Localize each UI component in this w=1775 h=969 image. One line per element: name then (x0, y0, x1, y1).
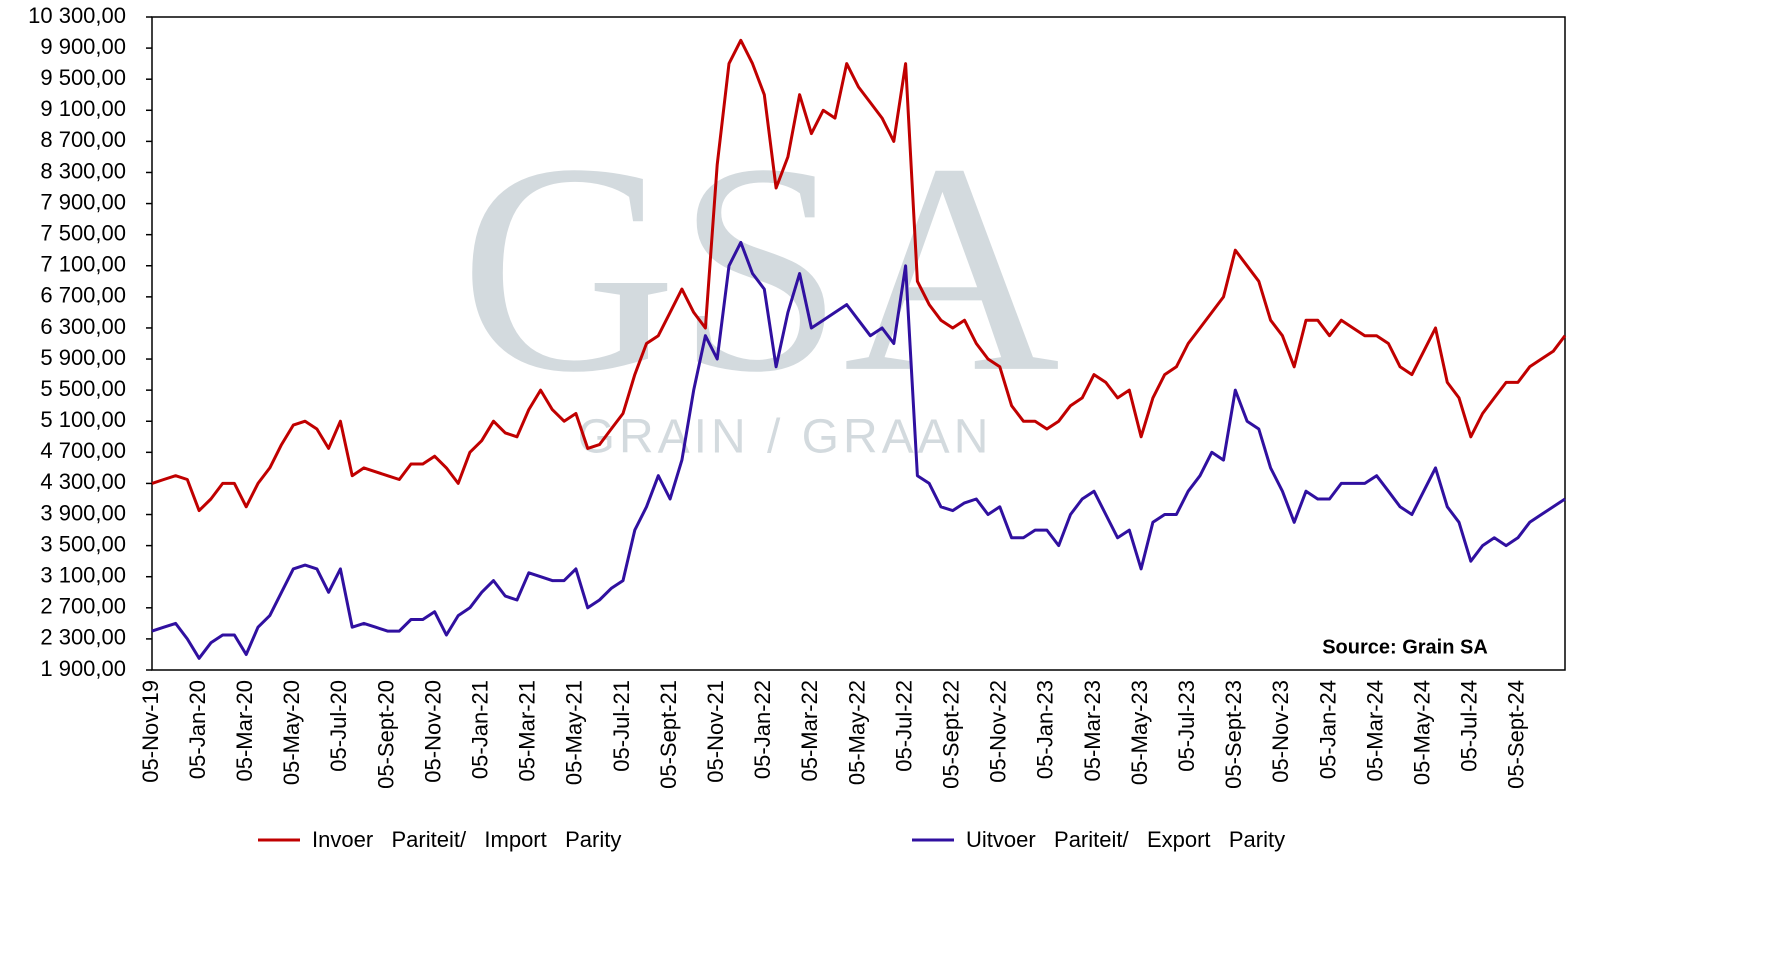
x-tick-label: 05-Sept-21 (656, 680, 681, 789)
y-tick-label: 8 700,00 (40, 127, 126, 152)
y-tick-label: 5 100,00 (40, 407, 126, 432)
x-tick-label: 05-Jan-21 (468, 680, 493, 779)
x-tick-label: 05-Jul-21 (609, 680, 634, 772)
y-tick-label: 4 300,00 (40, 469, 126, 494)
x-tick-label: 05-Sept-20 (373, 680, 398, 789)
x-tick-label: 05-Sept-24 (1504, 680, 1529, 789)
legend-label: Uitvoer Pariteit/ Export Parity (966, 827, 1285, 852)
x-tick-label: 05-Mar-20 (232, 680, 257, 781)
x-tick-label: 05-Jul-23 (1174, 680, 1199, 772)
y-tick-label: 4 700,00 (40, 438, 126, 463)
x-tick-label: 05-Jan-23 (1033, 680, 1058, 779)
y-tick-label: 2 700,00 (40, 594, 126, 619)
x-tick-label: 05-Nov-19 (138, 680, 163, 783)
x-tick-label: 05-May-23 (1127, 680, 1152, 785)
y-tick-label: 5 500,00 (40, 376, 126, 401)
x-tick-label: 05-Jan-24 (1315, 680, 1340, 779)
series-line (151, 240, 1566, 660)
x-tick-label: 05-Sept-22 (939, 680, 964, 789)
y-tick-label: 7 100,00 (40, 252, 126, 277)
watermark: GSA GRAIN / GRAAN (460, 102, 1060, 464)
y-tick-label: 6 700,00 (40, 283, 126, 308)
y-tick-label: 3 900,00 (40, 500, 126, 525)
x-tick-label: 05-Nov-22 (986, 680, 1011, 783)
y-tick-label: 6 300,00 (40, 314, 126, 339)
y-tick-label: 3 100,00 (40, 563, 126, 588)
x-tick-label: 05-May-22 (844, 680, 869, 785)
x-tick-label: 05-May-21 (562, 680, 587, 785)
x-tick-label: 05-May-24 (1410, 680, 1435, 785)
watermark-text: GRAIN / GRAAN (578, 411, 993, 464)
x-tick-label: 05-Jan-20 (185, 680, 210, 779)
y-tick-label: 10 300,00 (28, 3, 126, 28)
y-tick-label: 3 500,00 (40, 531, 126, 556)
series-line (151, 38, 1567, 513)
legend-label: Invoer Pariteit/ Import Parity (312, 827, 621, 852)
x-tick-label: 05-Mar-24 (1362, 680, 1387, 781)
y-tick-label: 5 900,00 (40, 345, 126, 370)
x-tick-label: 05-Jul-22 (891, 680, 916, 772)
y-tick-label: 9 900,00 (40, 34, 126, 59)
x-tick-label: 05-Jan-22 (750, 680, 775, 779)
x-tick-label: 05-Sept-23 (1221, 680, 1246, 789)
y-tick-label: 8 300,00 (40, 158, 126, 183)
plot-frame (151, 16, 1566, 671)
y-tick-label: 7 900,00 (40, 189, 126, 214)
x-tick-label: 05-Nov-20 (420, 680, 445, 783)
x-tick-label: 05-Mar-23 (1080, 680, 1105, 781)
x-tick-label: 05-Jul-20 (326, 680, 351, 772)
x-tick-label: 05-Mar-22 (797, 680, 822, 781)
y-tick-label: 9 500,00 (40, 65, 126, 90)
y-tick-label: 2 300,00 (40, 625, 126, 650)
x-tick-label: 05-Nov-21 (703, 680, 728, 783)
y-tick-label: 1 900,00 (40, 656, 126, 681)
x-tick-label: 05-Mar-21 (515, 680, 540, 781)
x-tick-label: 05-May-20 (279, 680, 304, 785)
x-tick-label: 05-Nov-23 (1268, 680, 1293, 783)
x-tick-label: 05-Jul-24 (1457, 680, 1482, 772)
y-tick-label: 9 100,00 (40, 96, 126, 121)
y-tick-label: 7 500,00 (40, 220, 126, 245)
source-note: Source: Grain SA (1322, 636, 1488, 658)
watermark-logo: GSA (460, 102, 1060, 434)
